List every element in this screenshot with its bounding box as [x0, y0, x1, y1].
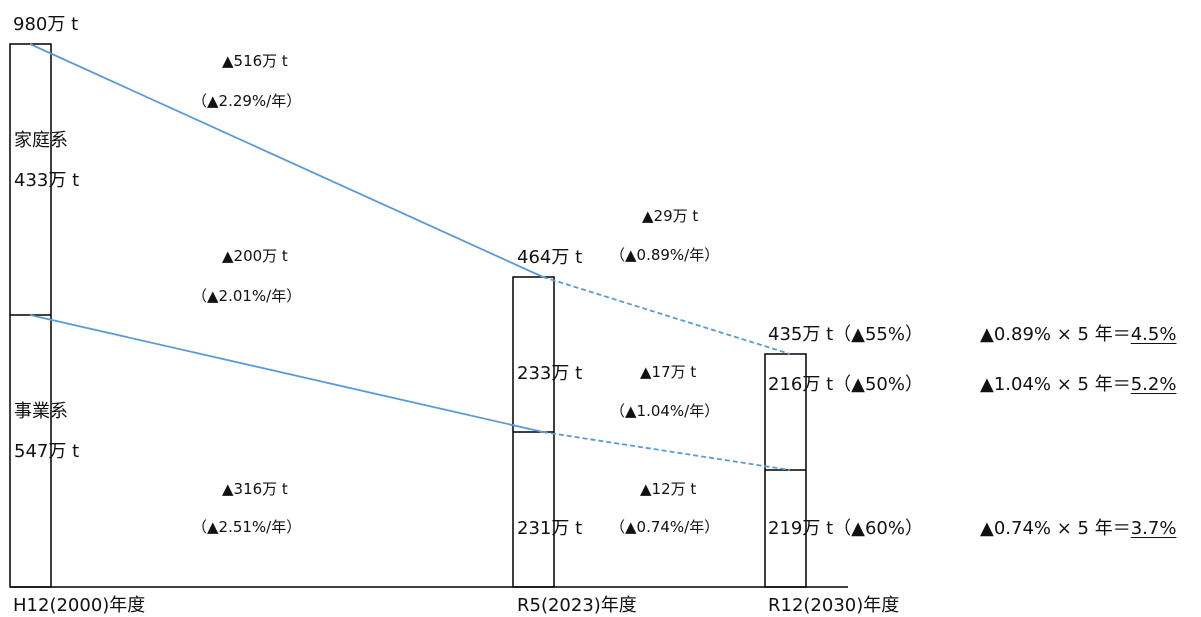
h12-household-value: 433万 t	[14, 170, 80, 191]
formula-household-expr: ▲1.04% × 5 年＝	[980, 374, 1131, 395]
r5-total-label: 464万 t	[517, 247, 583, 268]
household-change-2000-2023-amount: ▲200万 t	[222, 247, 288, 265]
total-change-2000-2023-amount: ▲516万 t	[222, 52, 288, 70]
trend-line-total-2000-2023	[29, 43, 544, 278]
business-change-2023-2030-amount: ▲12万 t	[640, 480, 697, 498]
business-change-2000-2023-rate: （▲2.51%/年）	[192, 518, 302, 536]
trend-line-business-2023-2030	[542, 431, 791, 471]
h12-business-value: 547万 t	[14, 441, 80, 462]
trend-line-business-2000-2023	[29, 314, 544, 433]
total-change-2000-2023-rate: （▲2.29%/年）	[192, 92, 302, 110]
total-change-2023-2030-rate: （▲0.89%/年）	[610, 246, 720, 264]
r12-business-value: 219万 t（▲60%）	[768, 518, 923, 539]
formula-total-expr: ▲0.89% × 5 年＝	[980, 324, 1131, 345]
r5-household-value: 233万 t	[517, 363, 583, 384]
household-change-2000-2023-rate: （▲2.01%/年）	[192, 287, 302, 305]
formula-household-result: 5.2%	[1130, 374, 1177, 395]
household-change-2023-2030-amount: ▲17万 t	[640, 363, 697, 381]
h12-business-name: 事業系	[14, 401, 68, 422]
formula-business-result: 3.7%	[1130, 518, 1177, 539]
business-change-2023-2030-rate: （▲0.74%/年）	[610, 518, 720, 536]
r5-axis-label: R5(2023)年度	[517, 595, 637, 616]
r12-axis-label: R12(2030)年度	[768, 595, 900, 616]
h12-household-name: 家庭系	[14, 130, 68, 151]
formula-household: ▲1.04% × 5 年＝5.2%	[980, 376, 1176, 394]
formula-business-expr: ▲0.74% × 5 年＝	[980, 518, 1131, 539]
business-change-2000-2023-amount: ▲316万 t	[222, 480, 288, 498]
formula-total: ▲0.89% × 5 年＝4.5%	[980, 326, 1176, 344]
trend-line-total-2023-2030	[542, 276, 791, 355]
h12-axis-label: H12(2000)年度	[13, 595, 146, 616]
total-change-2023-2030-amount: ▲29万 t	[642, 207, 699, 225]
formula-total-result: 4.5%	[1130, 324, 1177, 345]
household-change-2023-2030-rate: （▲1.04%/年）	[610, 402, 720, 420]
h12-total-label: 980万 t	[13, 14, 79, 35]
r12-total-label: 435万 t（▲55%）	[768, 324, 923, 345]
r5-business-value: 231万 t	[517, 518, 583, 539]
formula-business: ▲0.74% × 5 年＝3.7%	[980, 520, 1176, 538]
r12-household-value: 216万 t（▲50%）	[768, 374, 923, 395]
